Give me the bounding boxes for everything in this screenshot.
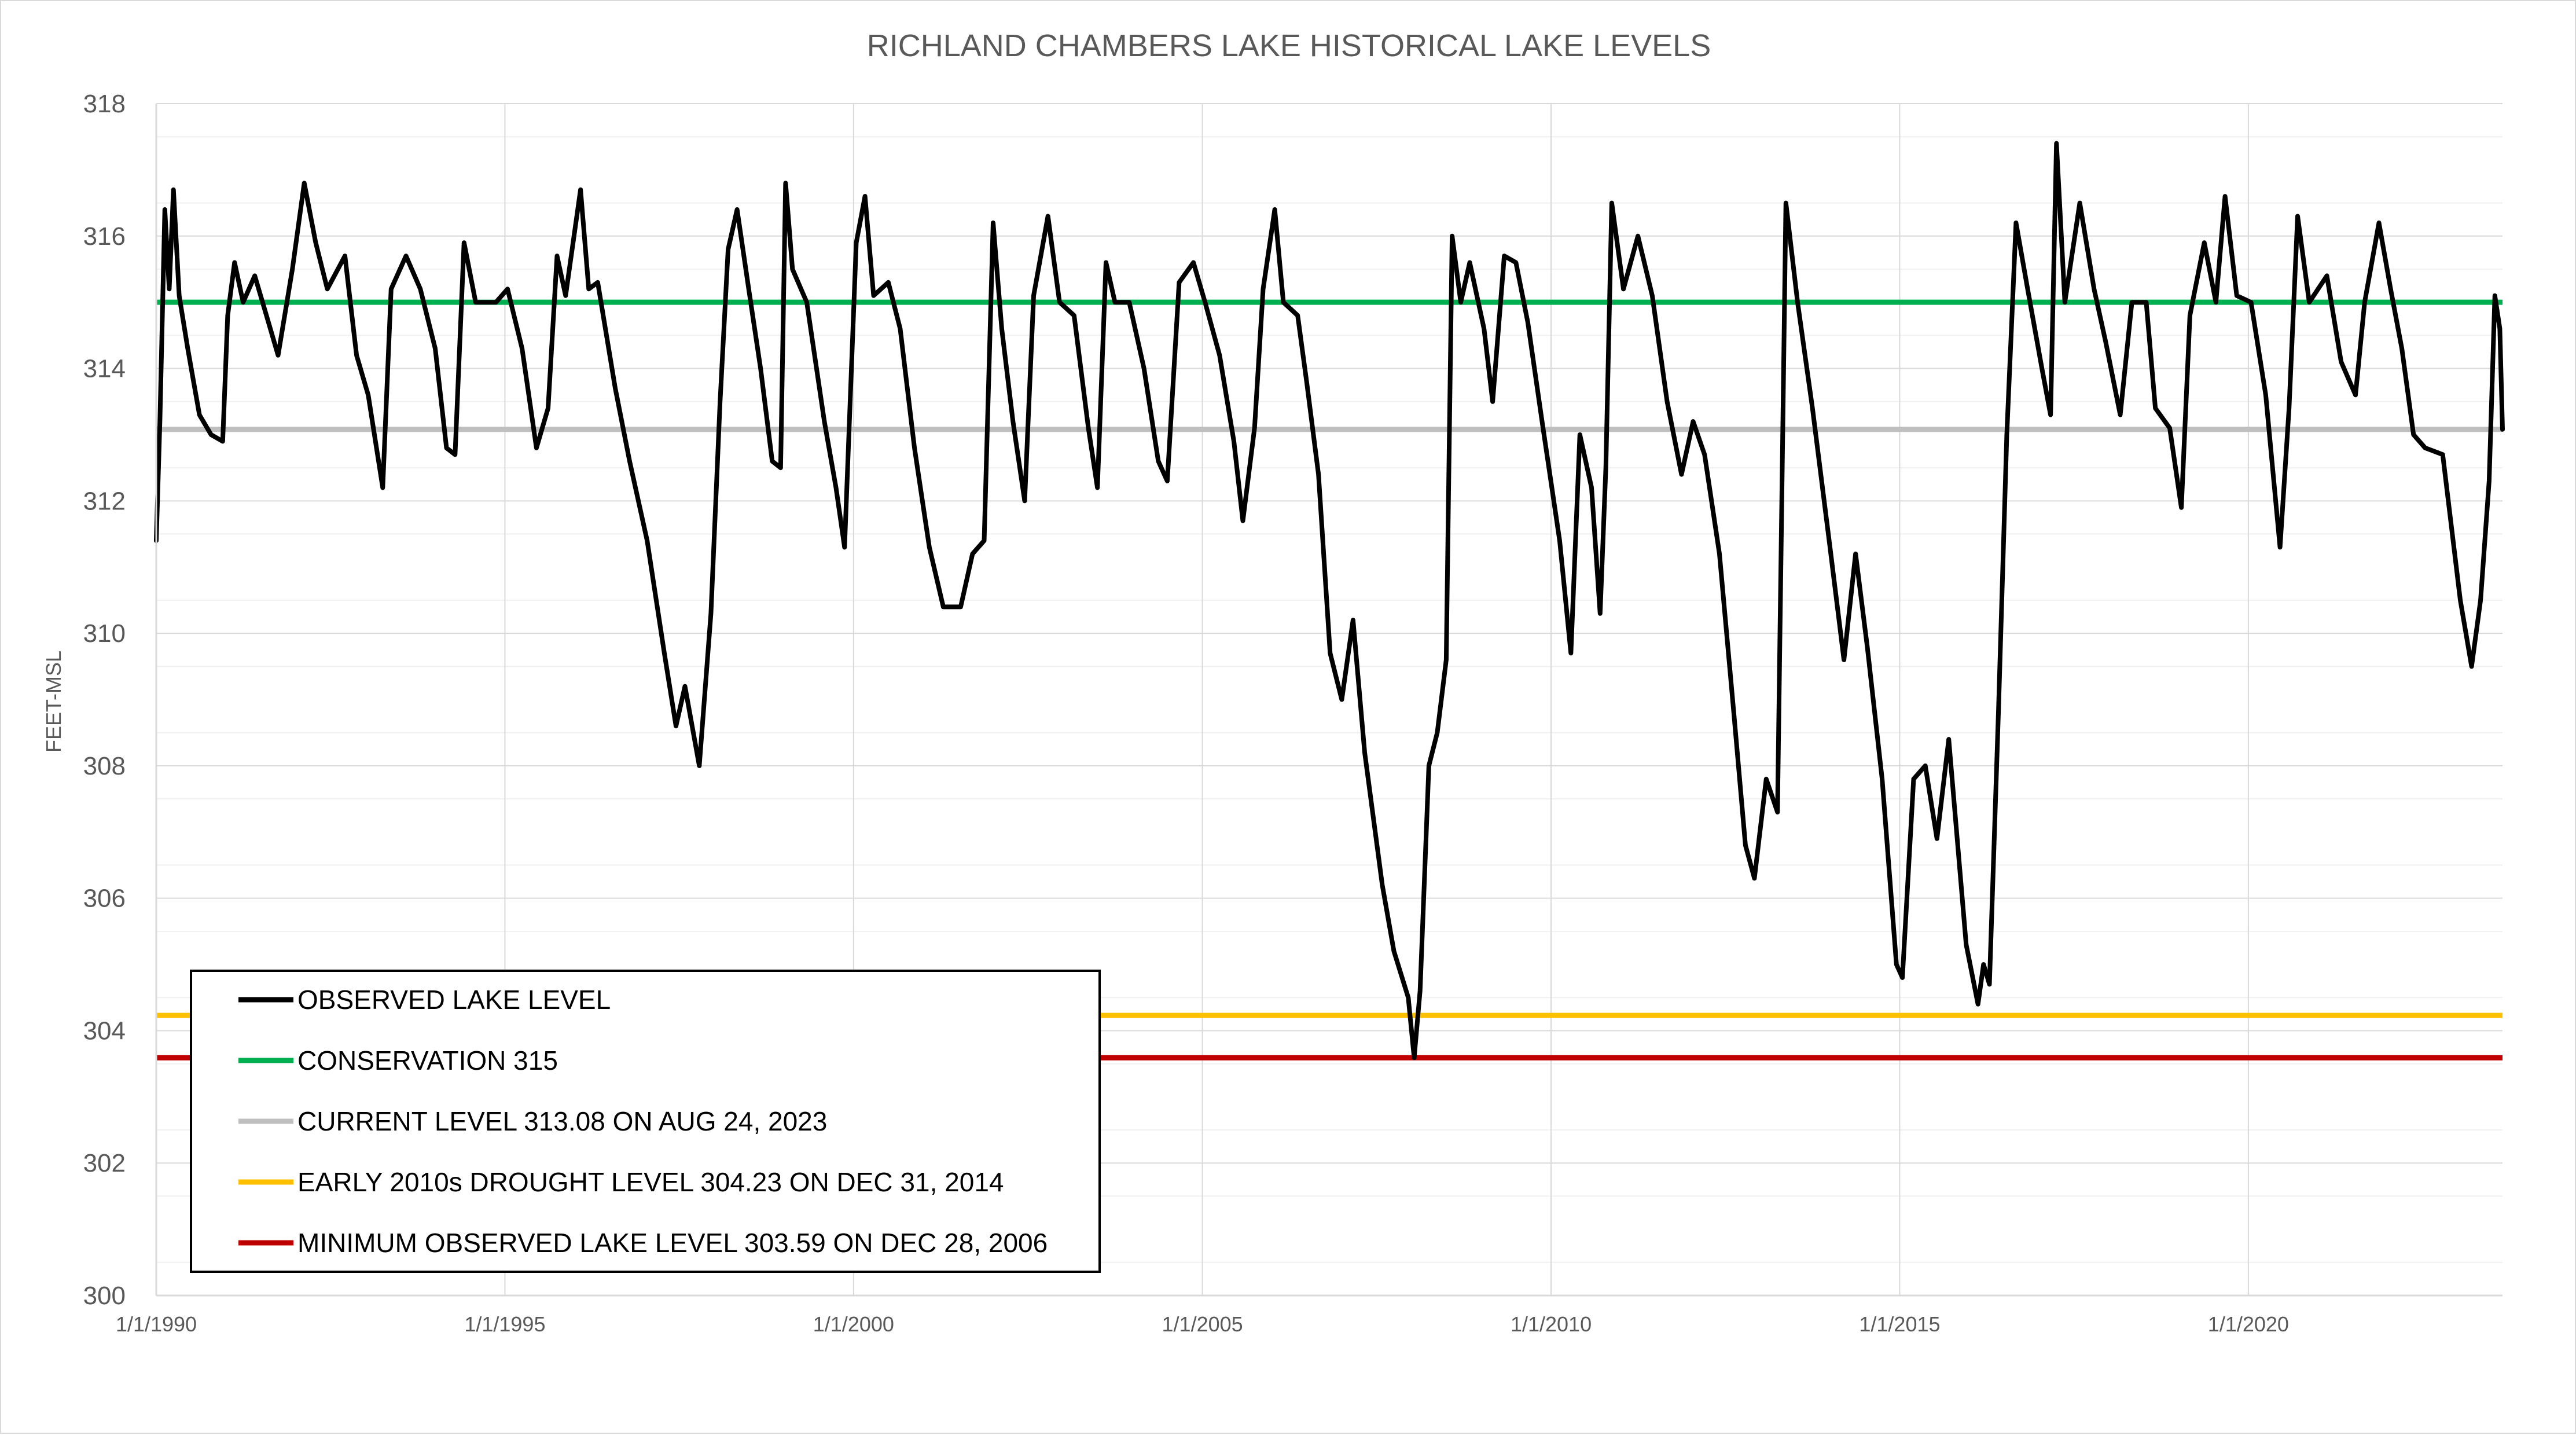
reference-lines (156, 299, 2502, 1060)
legend-current-level: CURRENT LEVEL 313.08 ON AUG 24, 2023 (238, 1106, 827, 1136)
legend-drought-level: EARLY 2010s DROUGHT LEVEL 304.23 ON DEC … (238, 1167, 1004, 1197)
legend-label: MINIMUM OBSERVED LAKE LEVEL 303.59 ON DE… (297, 1228, 1048, 1258)
x-tick-label: 1/1/2005 (1162, 1312, 1243, 1336)
y-tick-label: 316 (83, 222, 126, 251)
x-tick-label: 1/1/1995 (464, 1312, 545, 1336)
x-tick-label: 1/1/1990 (116, 1312, 197, 1336)
axes (155, 104, 2502, 1297)
gridlines: 300 302 304 306 308 310 312 314 316 318 1/1/1990 1/… (83, 90, 2502, 1336)
y-axis-title: FEET-MSL (42, 651, 65, 753)
observed-series (154, 141, 2505, 1060)
y-tick-label: 314 (83, 355, 126, 383)
legend-conservation: CONSERVATION 315 (238, 1045, 558, 1076)
chart-title: RICHLAND CHAMBERS LAKE HISTORICAL LAKE L… (867, 28, 1711, 63)
y-tick-label: 300 (83, 1282, 126, 1310)
legend-label: CONSERVATION 315 (297, 1045, 558, 1076)
legend-label: OBSERVED LAKE LEVEL (297, 985, 611, 1015)
legend-label: CURRENT LEVEL 313.08 ON AUG 24, 2023 (297, 1106, 827, 1136)
y-tick-label: 306 (83, 885, 126, 913)
legend-label: EARLY 2010s DROUGHT LEVEL 304.23 ON DEC … (297, 1167, 1004, 1197)
y-tick-label: 308 (83, 752, 126, 780)
x-tick-label: 1/1/2000 (813, 1312, 894, 1336)
y-tick-label: 310 (83, 619, 126, 648)
y-tick-label: 302 (83, 1149, 126, 1177)
legend-box (190, 970, 1101, 1273)
observed-lake-level-line (154, 141, 2505, 1060)
y-tick-label: 304 (83, 1016, 126, 1045)
legend-minimum-level: MINIMUM OBSERVED LAKE LEVEL 303.59 ON DE… (238, 1228, 1048, 1258)
x-tick-label: 1/1/2015 (1859, 1312, 1940, 1336)
legend-observed: OBSERVED LAKE LEVEL (238, 985, 611, 1015)
y-tick-label: 312 (83, 487, 126, 515)
x-tick-label: 1/1/2020 (2208, 1312, 2289, 1336)
legend: OBSERVED LAKE LEVEL CONSERVATION 315 CURRE… (190, 970, 1101, 1273)
y-tick-label: 318 (83, 90, 126, 118)
x-tick-label: 1/1/2010 (1511, 1312, 1592, 1336)
